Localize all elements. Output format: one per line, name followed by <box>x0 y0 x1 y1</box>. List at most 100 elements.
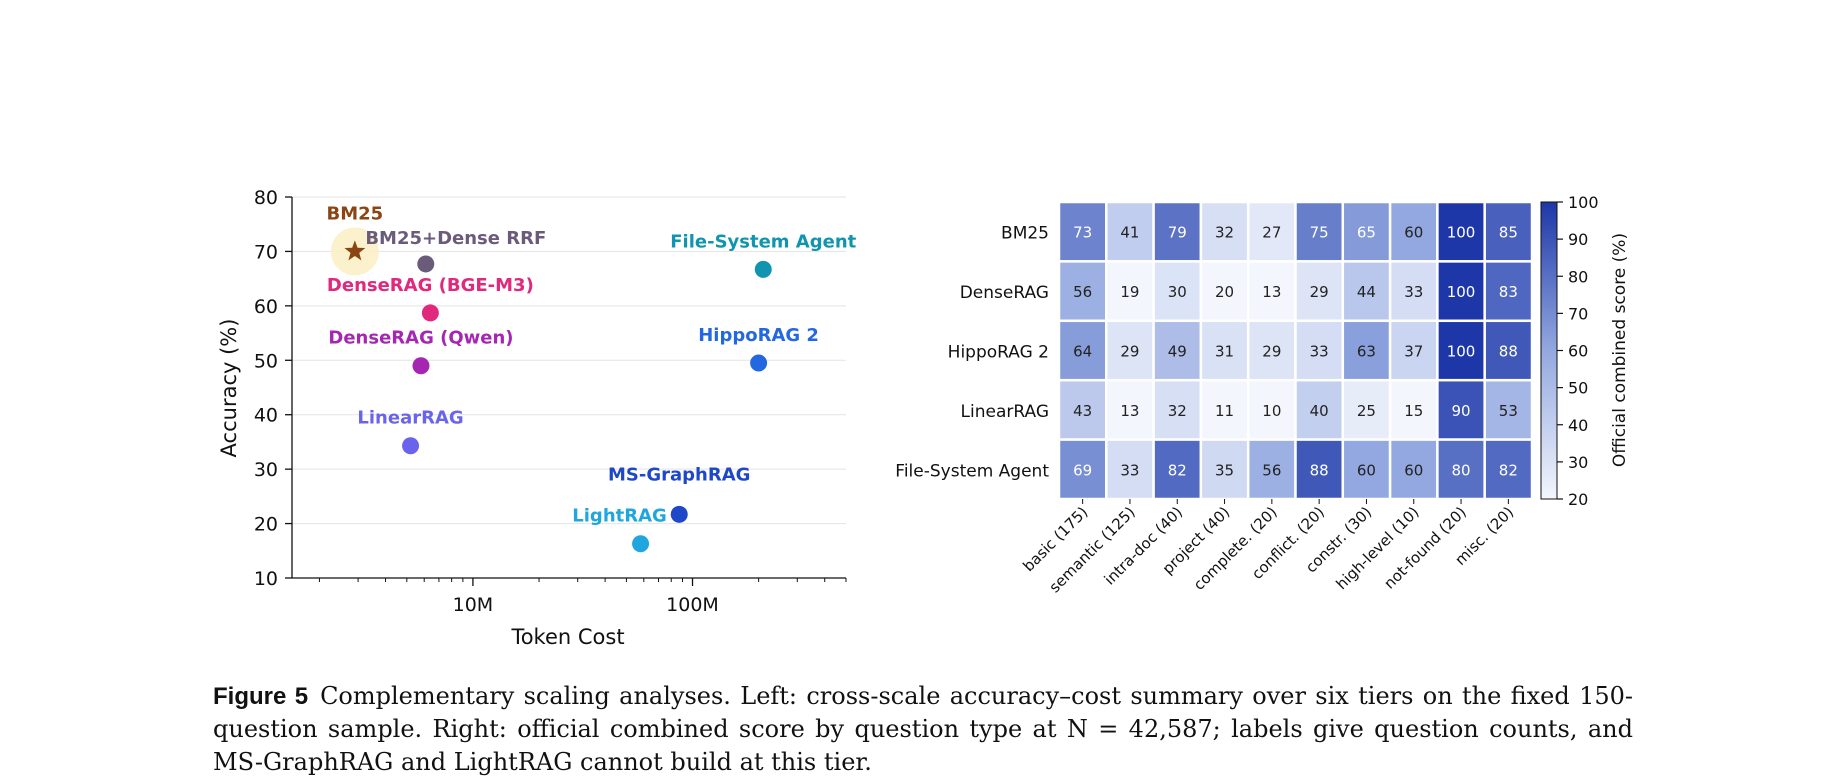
heatmap-cell-value: 80 <box>1452 461 1471 479</box>
y-tick-label: 10 <box>254 568 278 590</box>
heatmap-cell-value: 30 <box>1168 283 1187 301</box>
heatmap-cell-value: 100 <box>1447 283 1476 301</box>
x-tick-label: 10M <box>453 594 494 616</box>
heatmap-cell-value: 27 <box>1262 224 1281 242</box>
heatmap-column-label: complete. (20) <box>1190 503 1281 594</box>
scatter-gridlines <box>292 196 846 579</box>
heatmap-cell-value: 83 <box>1499 283 1518 301</box>
heatmap-cell-value: 43 <box>1073 402 1092 420</box>
colorbar-tick-label: 50 <box>1568 379 1588 398</box>
point-denserag-qwen <box>412 357 430 375</box>
point-hipporag-2 <box>750 354 768 372</box>
heatmap-cell <box>1105 378 1155 441</box>
heatmap-cell-value: 33 <box>1310 343 1329 361</box>
heatmap-cell-value: 60 <box>1404 461 1423 479</box>
heatmap-cell <box>1388 438 1439 501</box>
label-bm25-dense-rrf: BM25+Dense RRF <box>365 228 546 249</box>
heatmap-cell <box>1483 378 1534 441</box>
point-ms-graphrag <box>670 505 688 523</box>
point-lightrag <box>632 535 650 553</box>
y-tick-label: 70 <box>254 241 278 263</box>
heatmap-cell <box>1388 260 1439 323</box>
heatmap-cell-value: 100 <box>1447 343 1476 361</box>
heatmap-column-label: semantic (125) <box>1046 503 1139 596</box>
heatmap-cell-value: 63 <box>1357 343 1376 361</box>
heatmap-cell-value: 65 <box>1357 224 1376 242</box>
label-ms-graphrag: MS-GraphRAG <box>608 464 750 485</box>
heatmap-cell <box>1436 319 1486 382</box>
heatmap-cell-value: 13 <box>1262 283 1281 301</box>
colorbar-tick-label: 70 <box>1568 304 1588 323</box>
heatmap-cell-value: 41 <box>1120 224 1139 242</box>
heatmap-cell-value: 15 <box>1404 402 1423 420</box>
colorbar-label: Official combined score (%) <box>1610 233 1630 467</box>
label-denserag-bge-m3: DenseRAG (BGE-M3) <box>327 275 534 296</box>
heatmap-row-label: BM25 <box>1001 224 1049 244</box>
heatmap-cell-value: 90 <box>1452 402 1471 420</box>
heatmap-cell <box>1294 438 1345 501</box>
y-tick-label: 30 <box>254 459 278 481</box>
scatter-ticks: 10 20 30 40 50 60 70 80 10M 100M <box>254 187 847 616</box>
heatmap-cell-value: 40 <box>1310 402 1329 420</box>
figure-caption-text: Complementary scaling analyses. Left: cr… <box>213 682 1633 776</box>
scatter-points <box>330 227 772 553</box>
heatmap-cell <box>1388 378 1439 441</box>
heatmap-cell <box>1105 260 1155 323</box>
heatmap-cell-value: 11 <box>1215 402 1234 420</box>
scatter-axes <box>291 197 846 579</box>
heatmap-cell <box>1246 260 1297 323</box>
heatmap-cell-value: 82 <box>1499 461 1518 479</box>
heatmap-cell <box>1294 260 1345 323</box>
heatmap-cell-value: 35 <box>1215 461 1234 479</box>
heatmap-cell-value: 31 <box>1215 343 1234 361</box>
y-tick-label: 60 <box>254 296 278 318</box>
heatmap-cells: 73 41 79 32 27 75 65 60 100 85 56 19 30 20 13 29 44 33 100… <box>1057 200 1534 501</box>
heatmap-cell <box>1199 260 1250 323</box>
heatmap-cell-value: 44 <box>1357 283 1376 301</box>
heatmap-cell <box>1246 378 1297 441</box>
colorbar-tick-label: 80 <box>1568 267 1588 286</box>
heatmap-cell-value: 32 <box>1215 224 1234 242</box>
label-lightrag: LightRAG <box>572 506 667 527</box>
heatmap-cell-value: 82 <box>1168 461 1187 479</box>
heatmap-cell <box>1483 260 1534 323</box>
figure-caption: Figure 5 Complementary scaling analyses. … <box>213 680 1633 779</box>
heatmap-row-label: DenseRAG <box>960 283 1049 303</box>
heatmap-column-labels: basic (175)semantic (125)intra-doc (40)p… <box>1019 499 1517 596</box>
heatmap-cell-value: 20 <box>1215 283 1234 301</box>
heatmap-row-label: File-System Agent <box>895 461 1049 481</box>
colorbar-ticks: 20 30 40 50 60 70 80 90 100 <box>1557 193 1599 509</box>
heatmap-cell-value: 29 <box>1310 283 1329 301</box>
heatmap-cell <box>1246 438 1297 501</box>
figure-caption-label: Figure 5 <box>213 683 309 710</box>
scatter-y-axis-label: Accuracy (%) <box>217 319 241 458</box>
colorbar-tick-label: 90 <box>1568 230 1588 249</box>
heatmap-cell-value: 37 <box>1404 343 1423 361</box>
heatmap-cell-value: 33 <box>1120 461 1139 479</box>
y-tick-label: 40 <box>254 405 278 427</box>
heatmap-cell-value: 56 <box>1262 461 1281 479</box>
heatmap-cell-value: 49 <box>1168 343 1187 361</box>
heatmap-cell-value: 79 <box>1168 224 1187 242</box>
heatmap-row-label: HippoRAG 2 <box>948 343 1049 363</box>
y-tick-label: 50 <box>254 350 278 372</box>
heatmap-cell <box>1341 378 1392 441</box>
heatmap-cell-value: 88 <box>1499 343 1518 361</box>
heatmap-cell-value: 75 <box>1310 224 1329 242</box>
heatmap-cell-value: 25 <box>1357 402 1376 420</box>
y-tick-label: 20 <box>254 514 278 536</box>
label-bm25: BM25 <box>327 203 384 224</box>
point-file-system-agent <box>754 260 772 278</box>
scatter-x-axis-label: Token Cost <box>510 625 624 649</box>
heatmap-cell-value: 64 <box>1073 343 1092 361</box>
heatmap-cell <box>1483 200 1534 263</box>
point-bm25 <box>344 240 366 261</box>
label-linearrag: LinearRAG <box>357 408 463 429</box>
heatmap-row-label: LinearRAG <box>961 402 1049 422</box>
colorbar-tick-label: 100 <box>1568 193 1599 212</box>
accuracy-cost-scatter-chart: 10 20 30 40 50 60 70 80 10M 100M BM25 BM25+Dense R… <box>217 187 857 649</box>
heatmap-column-label: high-level (10) <box>1333 503 1423 593</box>
heatmap-cell <box>1152 378 1203 441</box>
heatmap-cell-value: 13 <box>1120 402 1139 420</box>
